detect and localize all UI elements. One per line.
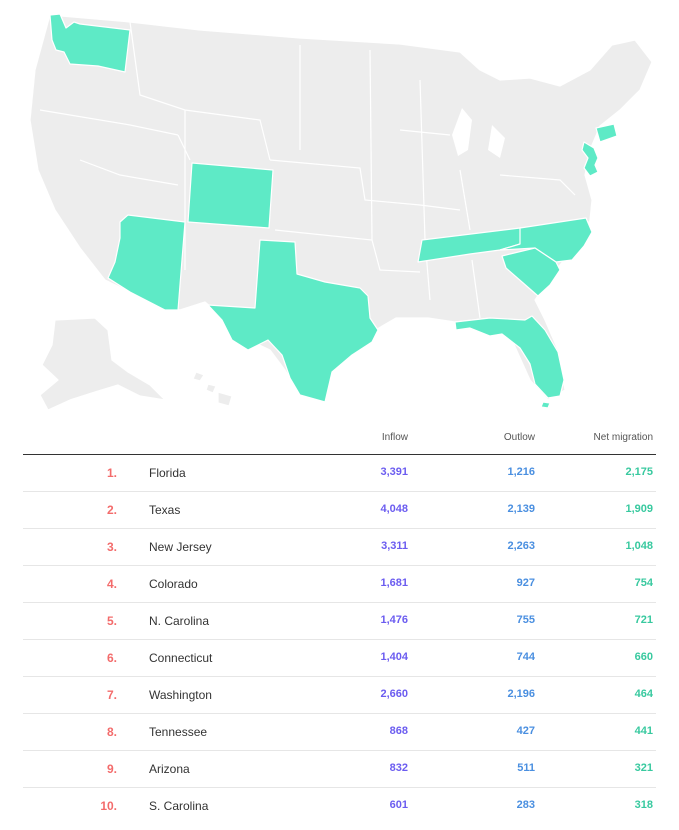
inflow-value: 601 bbox=[389, 799, 408, 811]
state-name: New Jersey bbox=[149, 540, 212, 554]
florida-shape bbox=[454, 315, 565, 399]
table-row: 6. Connecticut 1,404 744 660 bbox=[23, 640, 656, 677]
hawaii-shape bbox=[217, 391, 233, 407]
state-name: Washington bbox=[149, 688, 212, 702]
state-name: Connecticut bbox=[149, 651, 213, 665]
header-net-migration: Net migration bbox=[593, 432, 653, 443]
inflow-value: 868 bbox=[389, 725, 408, 737]
outflow-value: 2,263 bbox=[507, 540, 535, 552]
rank-label: 5. bbox=[106, 614, 117, 628]
alaska-shape bbox=[39, 317, 166, 411]
net-migration-value: 464 bbox=[634, 688, 653, 700]
rank-label: 9. bbox=[106, 762, 117, 776]
lake-michigan-shape bbox=[452, 108, 472, 156]
connecticut-shape bbox=[595, 123, 618, 143]
table-row: 4. Colorado 1,681 927 754 bbox=[23, 566, 656, 603]
outflow-value: 1,216 bbox=[507, 466, 535, 478]
state-name: Colorado bbox=[149, 577, 198, 591]
rank-label: 6. bbox=[106, 651, 117, 665]
rank-label: 2. bbox=[106, 503, 117, 517]
washington-shape bbox=[49, 13, 131, 73]
table-row: 5. N. Carolina 1,476 755 721 bbox=[23, 603, 656, 640]
inflow-value: 2,660 bbox=[380, 688, 408, 700]
rank-label: 4. bbox=[106, 577, 117, 591]
net-migration-value: 1,909 bbox=[625, 503, 653, 515]
table-row: 2. Texas 4,048 2,139 1,909 bbox=[23, 492, 656, 529]
lake-huron-shape bbox=[488, 125, 505, 158]
outflow-value: 744 bbox=[516, 651, 535, 663]
outflow-value: 283 bbox=[516, 799, 535, 811]
table-row: 8. Tennessee 868 427 441 bbox=[23, 714, 656, 751]
south-carolina-shape bbox=[501, 247, 561, 297]
net-migration-value: 318 bbox=[634, 799, 653, 811]
net-migration-value: 2,175 bbox=[625, 466, 653, 478]
state-name: N. Carolina bbox=[149, 614, 210, 628]
outflow-value: 511 bbox=[517, 762, 535, 774]
inflow-value: 1,476 bbox=[380, 614, 408, 626]
hawaii-shape bbox=[205, 383, 217, 394]
table-row: 1. Florida 3,391 1,216 2,175 bbox=[23, 455, 656, 492]
migration-table: Inflow Outlow Net migration 1. Florida 3,3… bbox=[23, 420, 656, 824]
rank-label: 10. bbox=[100, 799, 117, 813]
outflow-value: 427 bbox=[516, 725, 535, 737]
state-name: Tennessee bbox=[149, 725, 208, 739]
table-header: Inflow Outlow Net migration bbox=[23, 420, 656, 455]
inflow-value: 832 bbox=[389, 762, 408, 774]
net-migration-value: 660 bbox=[634, 651, 653, 663]
state-name: Florida bbox=[149, 466, 186, 480]
table-row: 7. Washington 2,660 2,196 464 bbox=[23, 677, 656, 714]
outflow-value: 2,139 bbox=[507, 503, 535, 515]
table-row: 3. New Jersey 3,311 2,263 1,048 bbox=[23, 529, 656, 566]
north-carolina-shape bbox=[499, 217, 593, 263]
rank-label: 3. bbox=[106, 540, 117, 554]
new-jersey-shape bbox=[581, 141, 599, 177]
table-body: 1. Florida 3,391 1,216 2,175 2. Texas 4,048 2,13… bbox=[23, 455, 656, 824]
state-name: Arizona bbox=[149, 762, 190, 776]
net-migration-value: 441 bbox=[634, 725, 653, 737]
arizona-shape bbox=[107, 214, 186, 311]
inflow-value: 4,048 bbox=[380, 503, 408, 515]
inflow-value: 3,391 bbox=[380, 466, 408, 478]
wyoming-shape bbox=[187, 162, 274, 229]
net-migration-value: 1,048 bbox=[625, 540, 653, 552]
state-name: Texas bbox=[149, 503, 181, 517]
outflow-value: 927 bbox=[516, 577, 535, 589]
state-name: S. Carolina bbox=[149, 799, 209, 813]
hawaii-shape bbox=[192, 371, 205, 382]
inflow-value: 3,311 bbox=[381, 540, 408, 552]
header-outflow: Outlow bbox=[503, 432, 535, 443]
florida-keys-shape bbox=[540, 401, 551, 409]
net-migration-value: 754 bbox=[634, 577, 653, 589]
header-inflow: Inflow bbox=[381, 432, 408, 443]
us-map bbox=[29, 13, 653, 411]
rank-label: 8. bbox=[106, 725, 117, 739]
outflow-value: 2,196 bbox=[507, 688, 535, 700]
rank-label: 7. bbox=[106, 688, 117, 702]
net-migration-value: 321 bbox=[634, 762, 653, 774]
rank-label: 1. bbox=[106, 466, 117, 480]
inflow-value: 1,404 bbox=[380, 651, 408, 663]
table-row: 10. S. Carolina 601 283 318 bbox=[23, 788, 656, 824]
net-migration-value: 721 bbox=[634, 614, 653, 626]
inflow-value: 1,681 bbox=[380, 577, 408, 589]
outflow-value: 755 bbox=[516, 614, 535, 626]
texas-shape bbox=[207, 239, 379, 403]
table-row: 9. Arizona 832 511 321 bbox=[23, 751, 656, 788]
